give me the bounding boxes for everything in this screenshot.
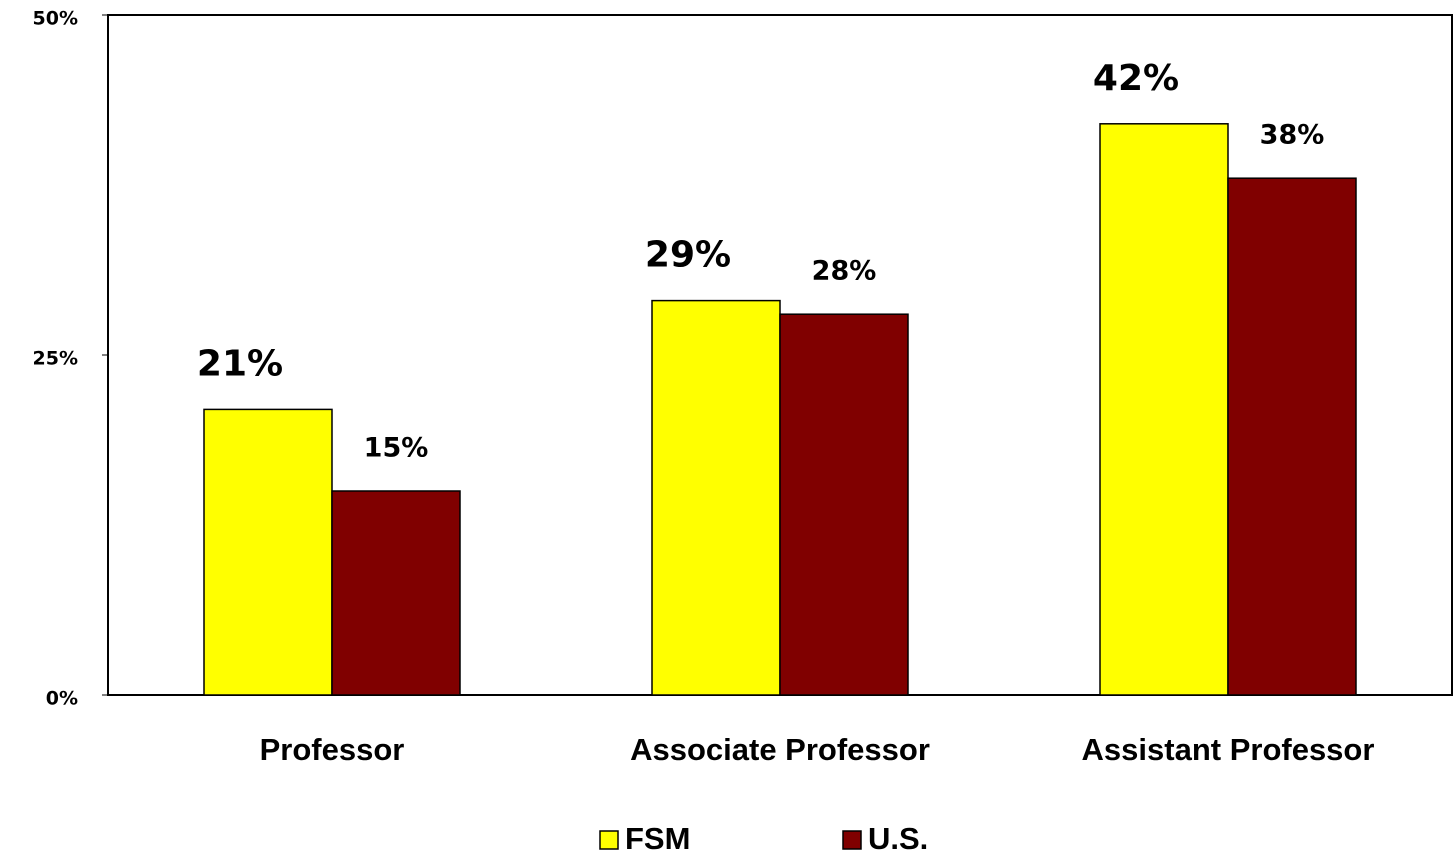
bar: [331, 490, 461, 696]
data-label: 29%: [645, 235, 731, 276]
x-tick-label: Assistant Professor: [1082, 732, 1375, 767]
data-label: 42%: [1093, 58, 1179, 99]
y-tick-label: 0%: [46, 688, 78, 710]
data-label: 28%: [812, 256, 877, 287]
x-tick-label: Professor: [260, 732, 405, 767]
y-tick-label: 50%: [33, 8, 78, 30]
bar: [1227, 177, 1357, 696]
data-label: 15%: [364, 433, 429, 464]
data-label: 38%: [1260, 120, 1325, 151]
legend-label: FSM: [625, 821, 690, 856]
y-tick-label: 25%: [33, 348, 78, 370]
bar: [203, 408, 333, 696]
bar: [651, 299, 781, 696]
legend-swatch: [842, 830, 862, 850]
bar: [1099, 123, 1229, 696]
legend-swatch: [599, 830, 619, 850]
x-tick-label: Associate Professor: [630, 732, 930, 767]
legend-label: U.S.: [868, 821, 928, 856]
data-label: 21%: [197, 343, 283, 384]
bar: [779, 313, 909, 696]
